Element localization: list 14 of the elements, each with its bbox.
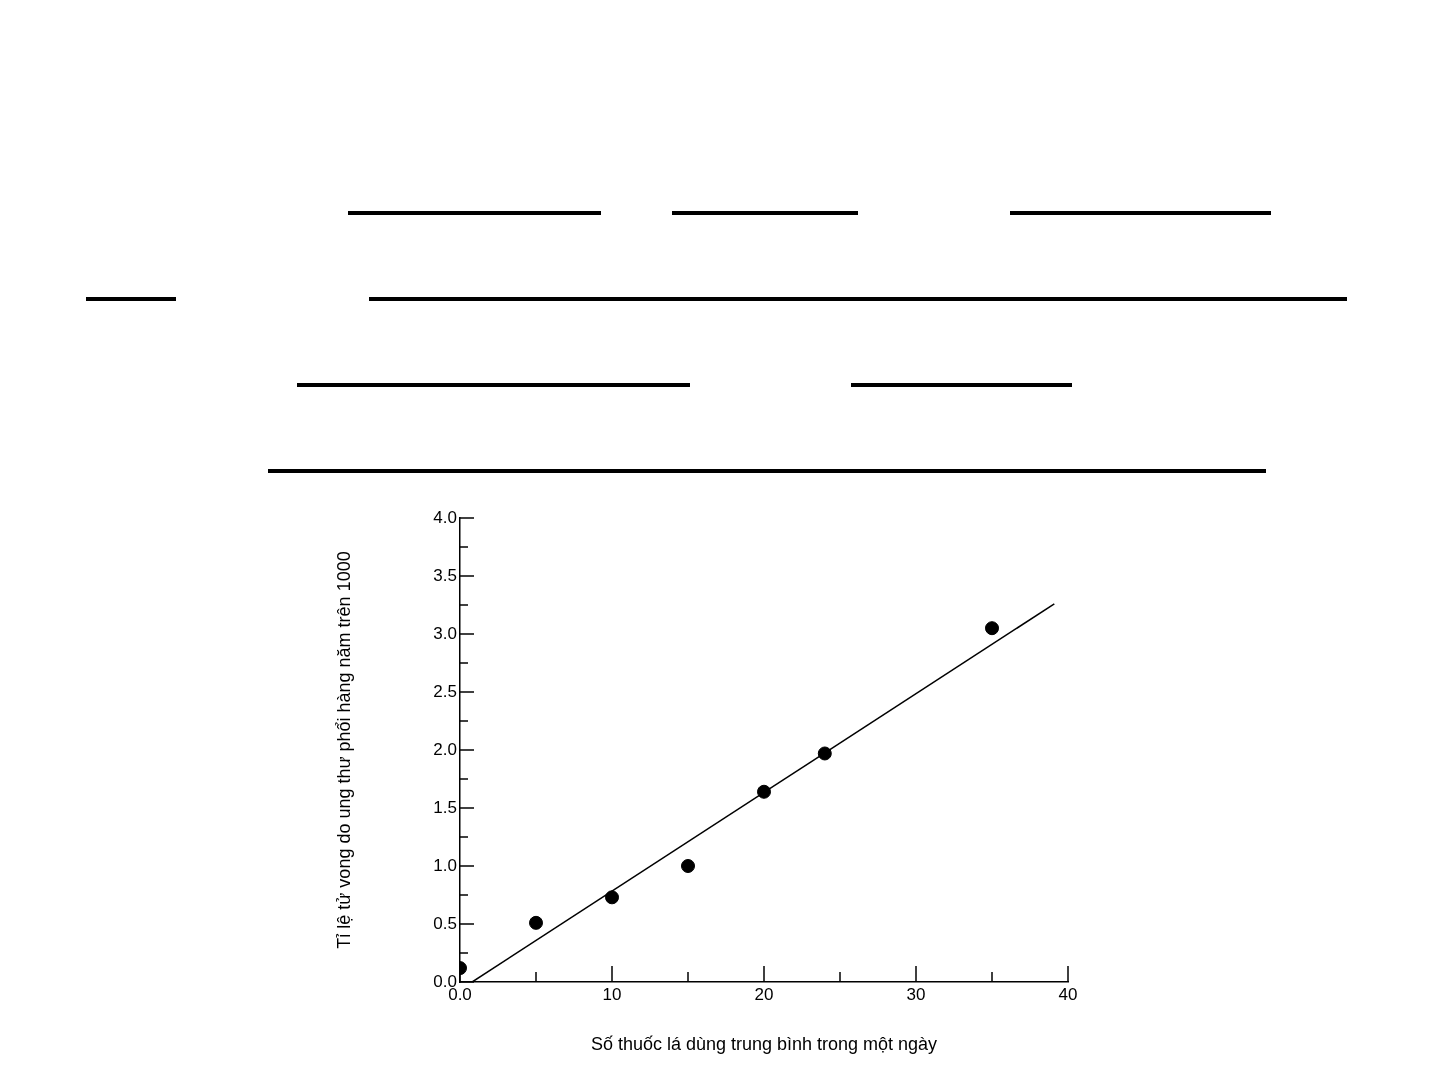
y-tick-label: 0.5 [433,913,457,933]
y-tick-label: 2.5 [433,681,457,701]
x-tick-label: 20 [754,984,774,1004]
x-tick-label: 30 [906,984,926,1004]
y-tick-label: 4.0 [433,507,457,527]
x-axis-title: Số thuốc lá dùng trung bình trong một ngày [590,1034,938,1055]
x-tick-label: 40 [1058,984,1078,1004]
y-tick-label: 3.5 [433,565,457,585]
x-tick-label: 10 [602,984,622,1004]
y-tick-label: 1.5 [433,797,457,817]
y-tick-label: 2.0 [433,739,457,759]
y-axis-title: Tỉ lệ tử vong do ung thư phổi hàng năm trên 1000 [333,551,354,949]
y-tick-label: 3.0 [433,623,457,643]
y-tick-label: 1.0 [433,855,457,875]
